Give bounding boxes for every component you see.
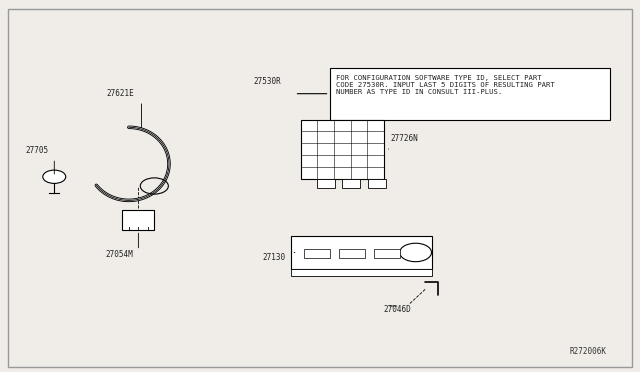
Text: 27530R: 27530R: [253, 77, 281, 86]
Text: FOR CONFIGURATION SOFTWARE TYPE ID, SELECT PART
CODE 27530R. INPUT LAST 5 DIGITS: FOR CONFIGURATION SOFTWARE TYPE ID, SELE…: [336, 75, 555, 95]
Bar: [368, 179, 386, 188]
Bar: [374, 249, 399, 258]
Bar: [291, 269, 431, 276]
Bar: [342, 179, 360, 188]
Text: 27621E: 27621E: [106, 89, 134, 98]
Circle shape: [43, 170, 66, 183]
Bar: [339, 249, 365, 258]
Text: 27726N: 27726N: [390, 134, 418, 142]
Text: 27046D: 27046D: [384, 305, 412, 314]
Bar: [291, 236, 431, 269]
Bar: [330, 68, 610, 119]
Text: R272006K: R272006K: [570, 347, 607, 356]
Bar: [317, 179, 335, 188]
Text: 27054M: 27054M: [105, 250, 133, 259]
Text: 27130: 27130: [262, 253, 286, 263]
Bar: [122, 210, 154, 230]
Bar: [301, 119, 384, 179]
Bar: [304, 249, 330, 258]
Text: 27705: 27705: [26, 147, 49, 155]
